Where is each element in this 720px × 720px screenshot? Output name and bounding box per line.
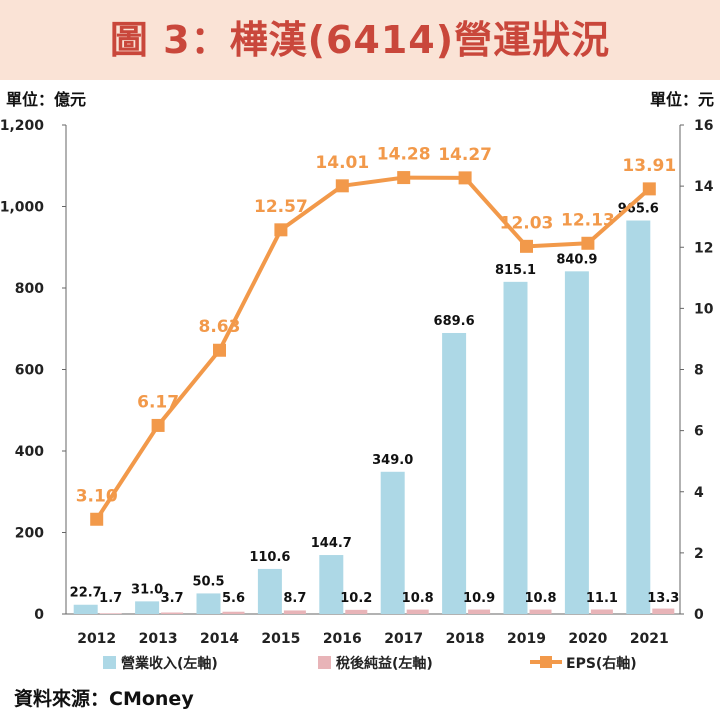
x-tick-label: 2019 (507, 631, 546, 647)
right-tick-label: 6 (694, 424, 704, 440)
x-tick-label: 2015 (261, 631, 300, 647)
right-tick-label: 12 (694, 240, 713, 256)
eps-data-label: 3.10 (76, 486, 118, 506)
net-income-data-label: 10.9 (463, 591, 495, 606)
eps-point (274, 223, 288, 237)
x-tick-label: 2012 (77, 631, 116, 647)
eps-point (90, 512, 104, 526)
net-income-data-label: 10.8 (524, 591, 556, 606)
x-tick-label: 2013 (139, 631, 178, 647)
net-income-bar (529, 609, 552, 614)
revenue-data-label: 840.9 (556, 252, 597, 267)
net-income-data-label: 8.7 (283, 591, 306, 606)
x-tick-label: 2016 (323, 631, 362, 647)
revenue-data-label: 815.1 (495, 263, 536, 278)
revenue-data-label: 31.0 (131, 582, 163, 597)
eps-data-label: 13.91 (622, 156, 676, 176)
eps-point (151, 418, 165, 432)
revenue-data-label: 144.7 (311, 536, 352, 551)
net-income-bar (283, 610, 306, 614)
net-income-bar (345, 609, 368, 614)
x-tick-label: 2017 (384, 631, 423, 647)
net-income-data-label: 10.2 (340, 591, 372, 606)
net-income-bar (406, 609, 429, 614)
title-band (0, 0, 720, 80)
eps-point (397, 171, 411, 185)
right-tick-label: 0 (694, 607, 704, 623)
net-income-bar (468, 609, 491, 614)
net-income-bar (590, 609, 613, 614)
eps-point (213, 343, 226, 357)
left-axis-unit: 單位：億元 (6, 90, 87, 109)
right-tick-label: 8 (694, 363, 704, 379)
eps-line (95, 175, 651, 521)
eps-point (335, 179, 349, 193)
eps-data-label: 12.03 (500, 213, 554, 233)
revenue-data-label: 22.7 (70, 586, 102, 601)
eps-point (520, 239, 533, 253)
eps-data-label: 12.13 (561, 210, 615, 230)
left-tick-label: 800 (15, 281, 44, 297)
legend-revenue-label: 營業收入(左軸) (121, 655, 218, 672)
revenue-data-label: 50.5 (192, 574, 224, 589)
eps-data-label: 12.57 (254, 197, 308, 217)
right-tick-label: 10 (694, 301, 714, 317)
right-tick-label: 2 (694, 546, 704, 562)
net-income-bar (161, 612, 184, 614)
right-tick-label: 16 (694, 118, 713, 134)
net-income-bar (99, 613, 122, 614)
revenue-bar (503, 281, 528, 614)
revenue-bar (626, 220, 651, 614)
legend-eps-label: EPS(右軸) (566, 655, 637, 672)
net-income-data-label: 3.7 (161, 591, 184, 606)
legend-eps-marker (540, 656, 552, 668)
left-tick-label: 1,000 (0, 200, 44, 216)
x-tick-label: 2018 (446, 631, 485, 647)
right-tick-label: 14 (694, 179, 714, 195)
eps-data-label: 8.63 (199, 317, 241, 337)
revenue-bar (564, 271, 589, 614)
net-income-data-label: 5.6 (222, 591, 245, 606)
revenue-bar (380, 471, 405, 614)
revenue-data-label: 110.6 (249, 550, 290, 565)
net-income-data-label: 10.8 (402, 591, 434, 606)
chart-title: 圖 3：樺漢(6414)營運狀況 (109, 18, 611, 62)
eps-point (581, 236, 595, 250)
eps-data-label: 6.17 (137, 392, 179, 412)
eps-point (458, 171, 472, 185)
left-tick-label: 400 (15, 444, 44, 460)
net-income-data-label: 11.1 (586, 591, 618, 606)
legend-net-income-label: 稅後純益(左軸) (336, 655, 433, 672)
left-tick-label: 0 (34, 607, 44, 623)
eps-data-label: 14.01 (315, 153, 369, 173)
legend-revenue-swatch (103, 656, 116, 669)
eps-point (642, 182, 656, 196)
left-tick-label: 200 (15, 526, 44, 542)
net-income-bar (652, 608, 675, 614)
revenue-bar (135, 601, 160, 614)
revenue-bar (442, 332, 467, 614)
revenue-data-label: 349.0 (372, 453, 413, 468)
x-tick-label: 2020 (568, 631, 607, 647)
left-tick-label: 1,200 (0, 118, 44, 134)
left-tick-label: 600 (15, 363, 44, 379)
net-income-data-label: 13.3 (647, 591, 679, 606)
eps-data-label: 14.27 (438, 145, 492, 165)
revenue-bar (73, 604, 98, 614)
x-tick-label: 2014 (200, 631, 239, 647)
revenue-data-label: 689.6 (434, 314, 475, 329)
net-income-bar (222, 611, 245, 614)
revenue-bar (196, 593, 221, 614)
net-income-data-label: 1.7 (99, 591, 122, 606)
right-axis-unit: 單位：元 (649, 90, 714, 109)
revenue-bar (319, 555, 344, 614)
x-tick-label: 2021 (630, 631, 669, 647)
eps-data-label: 14.28 (377, 145, 431, 165)
revenue-bar (257, 568, 282, 614)
legend-net-income-swatch (318, 656, 331, 669)
source-note: 資料來源：CMoney (14, 688, 194, 710)
right-tick-label: 4 (694, 485, 704, 501)
